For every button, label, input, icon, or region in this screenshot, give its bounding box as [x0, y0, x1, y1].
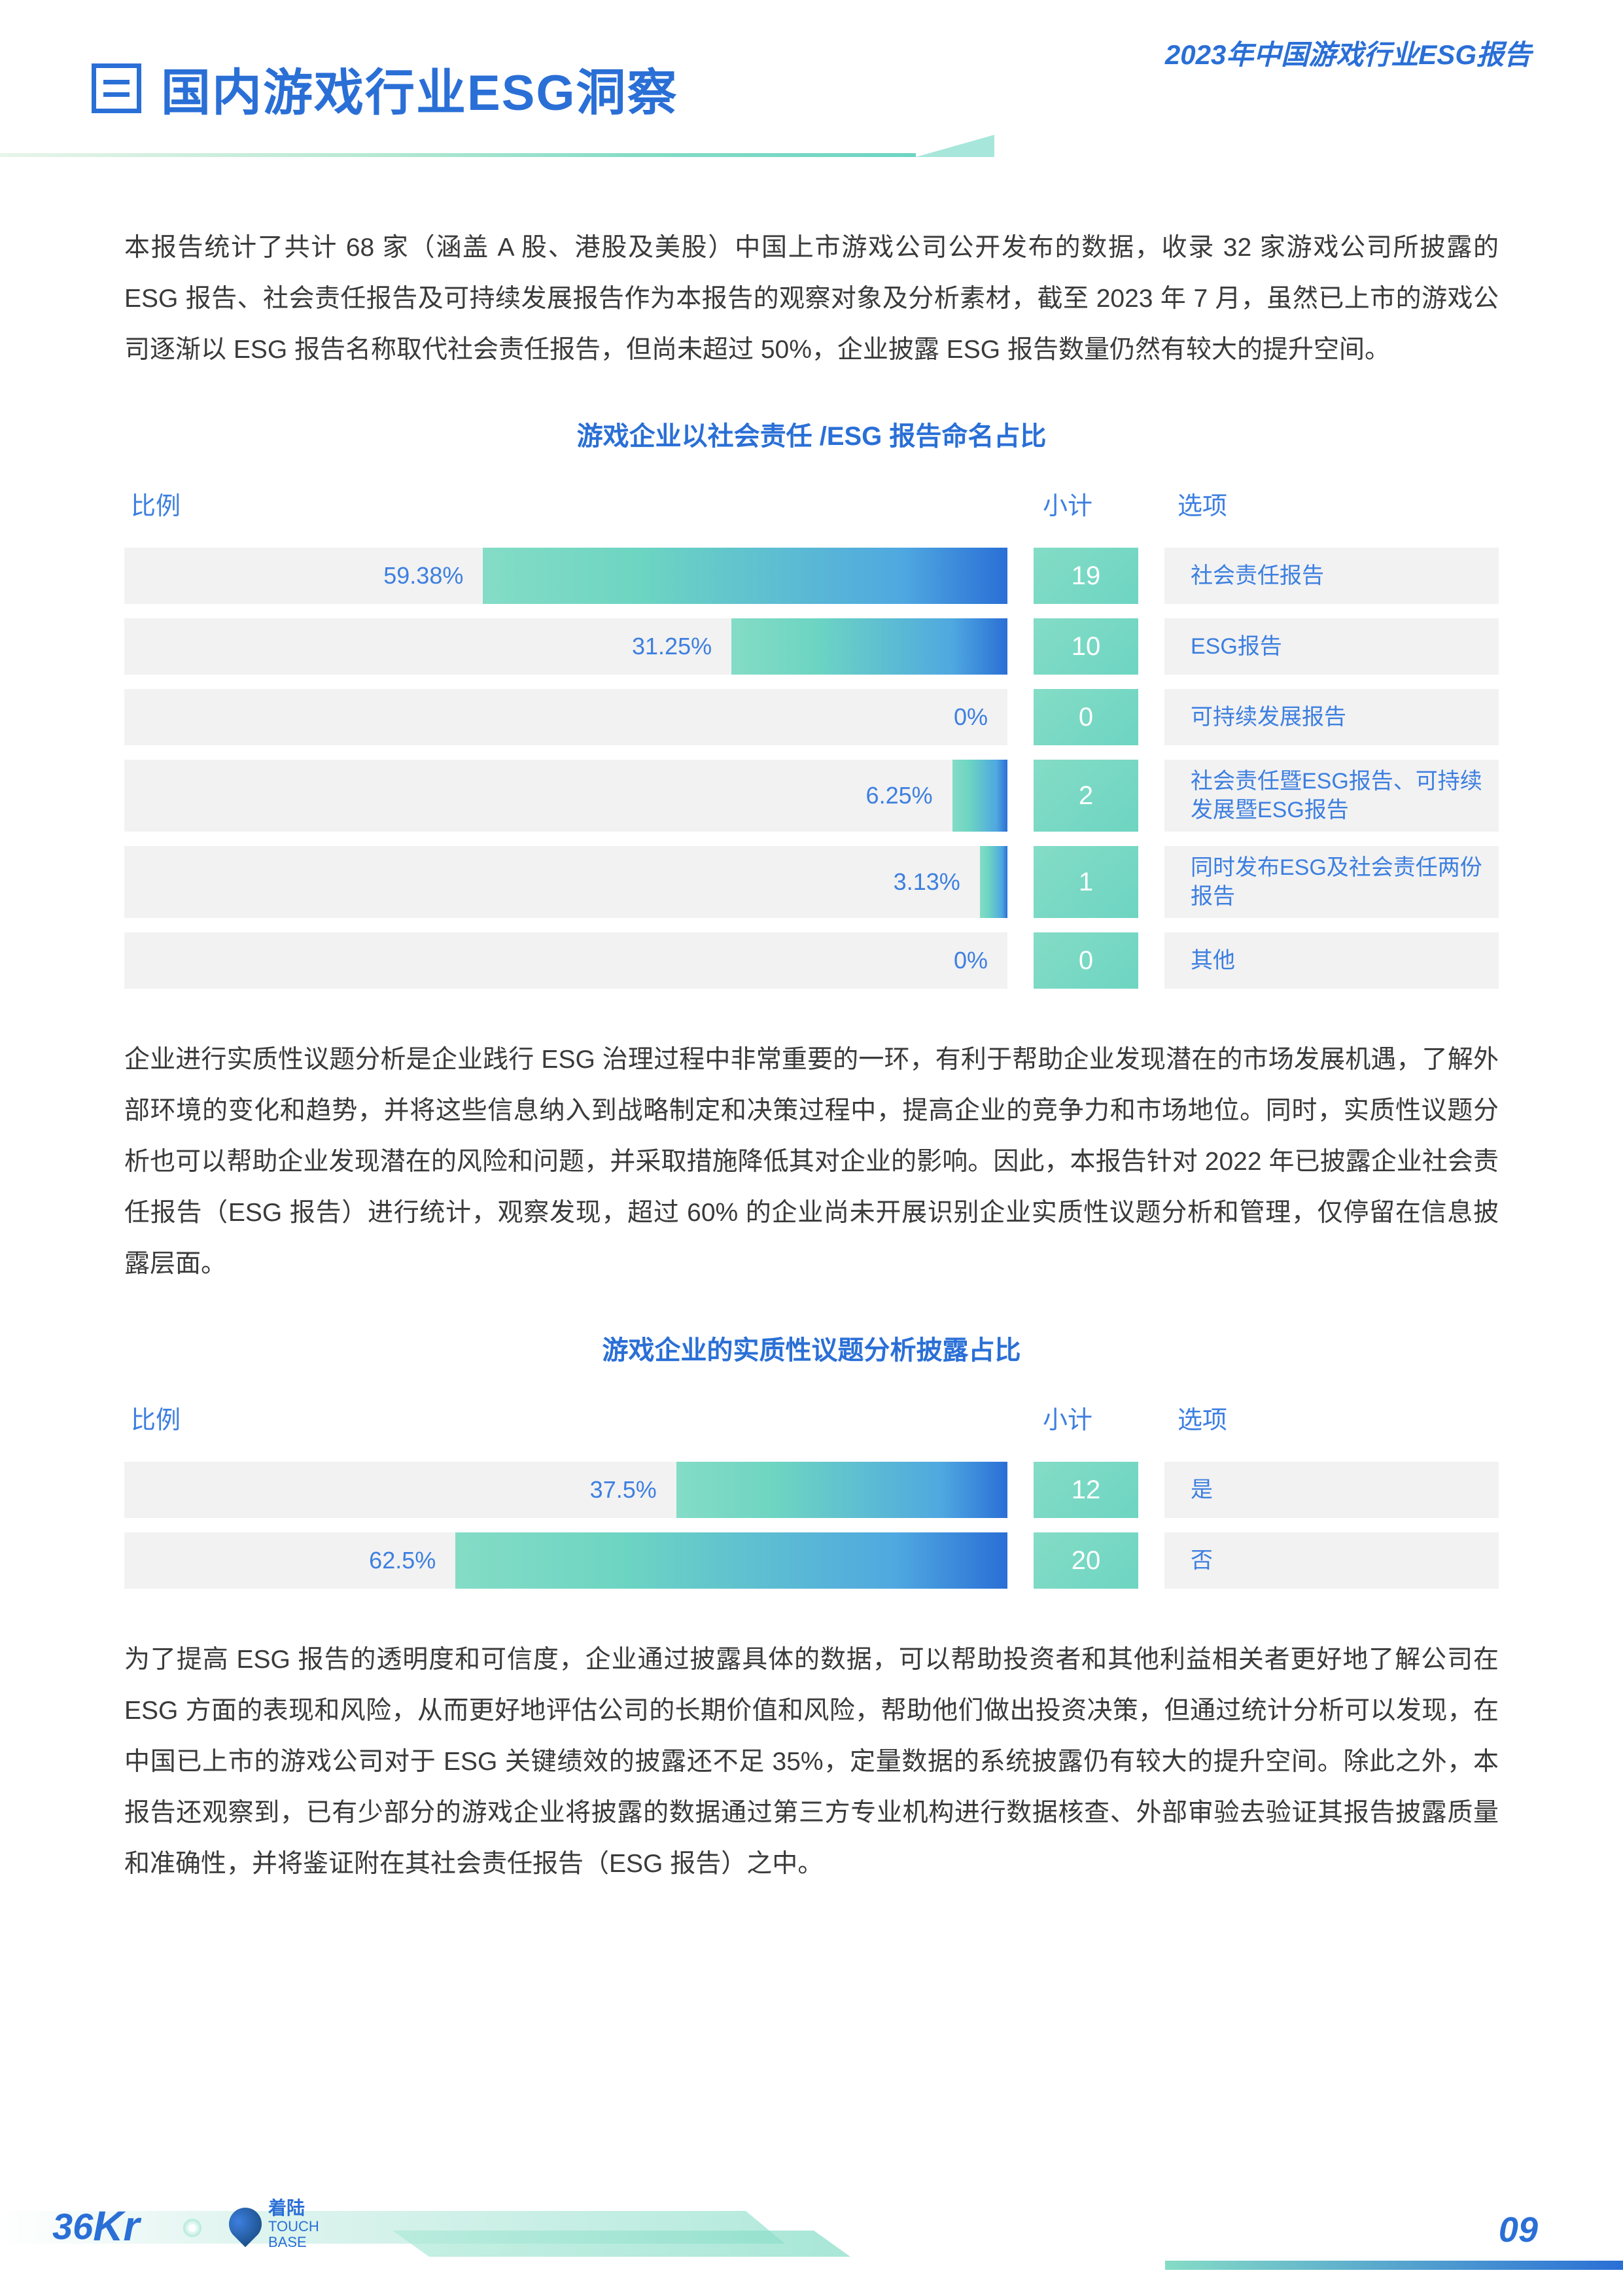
- count-cell: 0: [1034, 689, 1138, 745]
- chart-row: 6.25% 2 社会责任暨ESG报告、可持续发展暨ESG报告: [124, 760, 1499, 832]
- option-cell: 可持续发展报告: [1164, 689, 1499, 745]
- bar-cell: 62.5%: [124, 1532, 1007, 1589]
- footer-stripe-2: [393, 2231, 850, 2257]
- bar-cell: 59.38%: [124, 548, 1007, 604]
- bar-label: 31.25%: [632, 633, 712, 660]
- header-ratio: 比例: [124, 486, 1007, 521]
- option-cell: 否: [1164, 1532, 1499, 1589]
- count-cell: 1: [1034, 846, 1138, 918]
- option-cell: 其他: [1164, 932, 1499, 989]
- option-cell: 同时发布ESG及社会责任两份报告: [1164, 846, 1499, 918]
- header-ratio: 比例: [124, 1400, 1007, 1436]
- logo-touchbase: 着陆 TOUCH BASE: [229, 2199, 319, 2250]
- count-cell: 19: [1034, 548, 1138, 604]
- logo-dot-icon: [183, 2219, 201, 2237]
- bar-cell: 37.5%: [124, 1462, 1007, 1518]
- content-area: 本报告统计了共计 68 家（涵盖 A 股、港股及美股）中国上市游戏公司公开发布的…: [0, 157, 1623, 1890]
- page-header: 2023年中国游戏行业ESG报告 国内游戏行业ESG洞察: [0, 0, 1623, 157]
- header-option: 选项: [1138, 486, 1499, 521]
- chart1-headers: 比例 小计 选项: [124, 486, 1499, 521]
- bar-cell: 31.25%: [124, 618, 1007, 675]
- bar-label: 0%: [954, 947, 988, 974]
- bar-fill: [483, 548, 1007, 604]
- bar-fill: [980, 846, 1007, 918]
- count-cell: 2: [1034, 760, 1138, 832]
- count-cell: 10: [1034, 618, 1138, 675]
- chart-row: 0% 0 其他: [124, 932, 1499, 989]
- bottom-paragraph: 为了提高 ESG 报告的透明度和可信度，企业通过披露具体的数据，可以帮助投资者和…: [124, 1634, 1499, 1890]
- bar-label: 62.5%: [369, 1547, 436, 1574]
- count-cell: 12: [1034, 1462, 1138, 1518]
- header-option: 选项: [1138, 1400, 1499, 1436]
- bar-label: 37.5%: [590, 1476, 657, 1504]
- bar-label: 6.25%: [866, 782, 933, 809]
- bar-cell: 0%: [124, 689, 1007, 745]
- logo-en1: TOUCH: [268, 2218, 319, 2234]
- count-cell: 20: [1034, 1532, 1138, 1589]
- count-cell: 0: [1034, 932, 1138, 989]
- chart-row: 0% 0 可持续发展报告: [124, 689, 1499, 745]
- header-underline: [0, 153, 916, 157]
- logo-cn: 着陆: [268, 2199, 319, 2219]
- logo-36kr: 36Kr: [52, 2202, 139, 2250]
- logo-en2: BASE: [268, 2234, 307, 2250]
- logo-kr: Kr: [93, 2202, 139, 2250]
- bar-label: 3.13%: [894, 868, 960, 896]
- bar-fill: [676, 1462, 1007, 1518]
- header-count: 小计: [1007, 1400, 1138, 1436]
- chart2: 比例 小计 选项 37.5% 12 是 62.5% 20 否: [124, 1400, 1499, 1589]
- bar-cell: 6.25%: [124, 760, 1007, 832]
- chart2-title: 游戏企业的实质性议题分析披露占比: [124, 1329, 1499, 1367]
- logo-36: 36: [52, 2205, 93, 2248]
- chart-row: 31.25% 10 ESG报告: [124, 618, 1499, 675]
- logo-touch-text: 着陆 TOUCH BASE: [268, 2199, 319, 2250]
- pin-icon: [222, 2201, 269, 2248]
- bar-fill: [952, 760, 1007, 832]
- chart2-headers: 比例 小计 选项: [124, 1400, 1499, 1436]
- chart-row: 3.13% 1 同时发布ESG及社会责任两份报告: [124, 846, 1499, 918]
- section-number-icon: [92, 63, 141, 113]
- option-cell: 社会责任暨ESG报告、可持续发展暨ESG报告: [1164, 760, 1499, 832]
- chart-row: 59.38% 19 社会责任报告: [124, 548, 1499, 604]
- option-cell: ESG报告: [1164, 618, 1499, 675]
- bar-fill: [731, 618, 1007, 675]
- chart-row: 37.5% 12 是: [124, 1462, 1499, 1518]
- chart-row: 62.5% 20 否: [124, 1532, 1499, 1589]
- intro-paragraph: 本报告统计了共计 68 家（涵盖 A 股、港股及美股）中国上市游戏公司公开发布的…: [124, 222, 1499, 376]
- bar-label: 59.38%: [383, 562, 463, 590]
- page-footer: 36Kr 着陆 TOUCH BASE 09: [0, 2198, 1623, 2296]
- option-cell: 社会责任报告: [1164, 548, 1499, 604]
- report-name: 2023年中国游戏行业ESG报告: [1165, 33, 1531, 73]
- bar-cell: 3.13%: [124, 846, 1007, 918]
- chart1: 比例 小计 选项 59.38%19社会责任报告31.25%10ESG报告0%0可…: [124, 486, 1499, 989]
- header-count: 小计: [1007, 486, 1138, 521]
- bar-fill: [455, 1532, 1007, 1589]
- section-title: 国内游戏行业ESG洞察: [161, 52, 678, 124]
- chart1-title: 游戏企业以社会责任 /ESG 报告命名占比: [124, 415, 1499, 453]
- footer-bar: [1165, 2261, 1623, 2270]
- middle-paragraph: 企业进行实质性议题分析是企业践行 ESG 治理过程中非常重要的一环，有利于帮助企…: [124, 1034, 1499, 1290]
- page-number: 09: [1499, 2210, 1538, 2250]
- bar-label: 0%: [954, 703, 988, 731]
- option-cell: 是: [1164, 1462, 1499, 1518]
- bar-cell: 0%: [124, 932, 1007, 989]
